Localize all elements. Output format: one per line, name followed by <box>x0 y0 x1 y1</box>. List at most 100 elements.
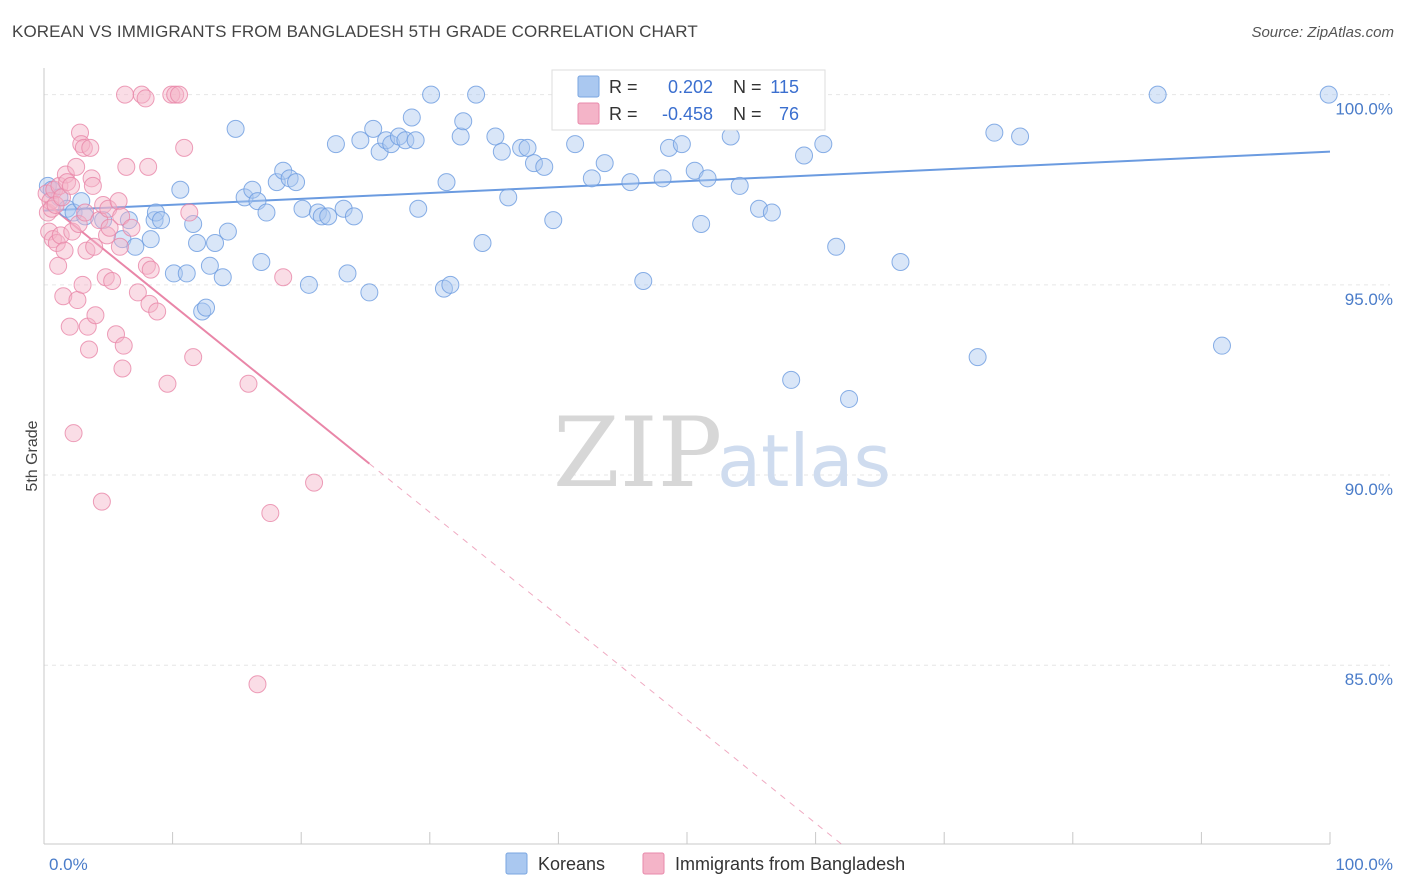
data-point-bangladesh <box>109 192 128 211</box>
data-point-koreans <box>184 214 203 233</box>
data-point-koreans <box>422 85 441 104</box>
data-point-bangladesh <box>180 203 199 222</box>
data-point-koreans <box>653 169 672 188</box>
data-point-bangladesh <box>69 214 88 233</box>
data-point-koreans <box>566 135 585 154</box>
data-point-koreans <box>985 123 1004 142</box>
data-point-bangladesh <box>114 336 133 355</box>
data-point-koreans <box>206 233 225 252</box>
data-point-koreans <box>441 275 460 294</box>
data-point-koreans <box>524 154 543 173</box>
chart-source: Source: ZipAtlas.com <box>1251 24 1394 41</box>
data-point-koreans <box>814 135 833 154</box>
data-point-koreans <box>152 211 171 230</box>
data-point-koreans <box>338 264 357 283</box>
legend-r-label-bangladesh: R = <box>609 104 638 124</box>
legend-n-label-koreans: N = <box>733 77 762 97</box>
data-point-koreans <box>795 146 814 165</box>
data-point-koreans <box>582 169 601 188</box>
data-point-bangladesh <box>85 237 104 256</box>
data-point-koreans <box>672 135 691 154</box>
data-point-koreans <box>492 142 511 161</box>
data-point-koreans <box>499 188 518 207</box>
data-point-koreans <box>351 131 370 150</box>
data-point-koreans <box>396 131 415 150</box>
y-tick-labels: 85.0% 90.0% 95.0% 100.0% <box>1335 100 1393 690</box>
data-point-bangladesh <box>141 260 160 279</box>
data-point-koreans <box>721 127 740 146</box>
data-point-koreans <box>382 135 401 154</box>
data-point-bangladesh <box>148 302 167 321</box>
data-point-bangladesh <box>62 176 81 195</box>
data-point-bangladesh <box>116 85 135 104</box>
data-point-bangladesh <box>71 123 90 142</box>
data-point-koreans <box>364 119 383 138</box>
data-point-bangladesh <box>139 157 158 176</box>
correlation-legend: R = 0.202 N = 115 R = -0.458 N = 76 <box>551 69 826 131</box>
data-point-koreans <box>454 112 473 131</box>
legend-r-value-bangladesh: -0.458 <box>662 104 713 124</box>
data-point-koreans <box>891 253 910 271</box>
data-point-koreans <box>243 180 262 199</box>
data-point-bangladesh <box>67 157 86 176</box>
data-point-koreans <box>621 173 640 192</box>
data-point-bangladesh <box>83 176 102 195</box>
series-legend-label-koreans: Koreans <box>538 854 605 874</box>
data-point-bangladesh <box>76 203 95 222</box>
chart-title: KOREAN VS IMMIGRANTS FROM BANGLADESH 5TH… <box>12 22 698 41</box>
gridlines <box>44 94 1390 666</box>
data-point-bangladesh <box>122 218 141 237</box>
data-point-koreans <box>257 203 276 222</box>
data-point-koreans <box>141 230 160 249</box>
legend-n-label-bangladesh: N = <box>733 104 762 124</box>
data-point-koreans <box>406 131 425 150</box>
legend-n-value-koreans: 115 <box>770 77 799 97</box>
data-point-koreans <box>344 207 363 226</box>
data-point-koreans <box>730 176 749 195</box>
series-legend-label-bangladesh: Immigrants from Bangladesh <box>675 854 905 874</box>
y-tick-label: 85.0% <box>1345 670 1393 689</box>
data-point-bangladesh <box>305 473 324 492</box>
data-point-bangladesh <box>55 241 74 260</box>
data-point-bangladesh <box>64 424 83 443</box>
data-point-bangladesh <box>46 195 65 214</box>
data-point-koreans <box>1148 85 1167 104</box>
data-point-bangladesh <box>81 138 100 157</box>
data-point-koreans <box>126 237 145 256</box>
data-point-koreans <box>188 233 207 252</box>
data-point-bangladesh <box>74 138 93 157</box>
data-point-koreans <box>782 370 801 389</box>
data-point-bangladesh <box>113 359 132 378</box>
data-point-koreans <box>451 127 470 146</box>
watermark-atlas: atlas <box>717 419 891 503</box>
data-point-bangladesh <box>56 165 75 184</box>
data-point-koreans <box>226 119 245 138</box>
data-point-koreans <box>437 173 456 192</box>
data-point-koreans <box>473 233 492 252</box>
data-point-bangladesh <box>80 340 99 359</box>
legend-swatch-koreans <box>577 75 600 98</box>
data-point-bangladesh <box>92 492 111 511</box>
data-point-bangladesh <box>112 207 131 226</box>
data-point-koreans <box>177 264 196 283</box>
data-point-bangladesh <box>158 374 177 393</box>
data-point-koreans <box>76 207 95 226</box>
data-point-koreans <box>200 256 219 275</box>
data-point-koreans <box>171 180 190 199</box>
data-point-koreans <box>486 127 505 146</box>
data-point-koreans <box>968 348 987 367</box>
data-point-bangladesh <box>175 138 194 157</box>
data-point-bangladesh <box>140 294 159 313</box>
data-point-koreans <box>1319 85 1338 104</box>
data-point-koreans <box>293 199 312 218</box>
data-point-koreans <box>692 214 711 233</box>
data-point-koreans <box>312 207 331 226</box>
trend-line-bangladesh <box>43 200 370 465</box>
data-point-bangladesh <box>54 287 73 306</box>
data-point-bangladesh <box>103 272 122 291</box>
data-point-koreans <box>634 272 653 291</box>
data-point-bangladesh <box>60 317 79 336</box>
data-point-koreans <box>287 173 306 192</box>
data-point-koreans <box>535 157 554 176</box>
